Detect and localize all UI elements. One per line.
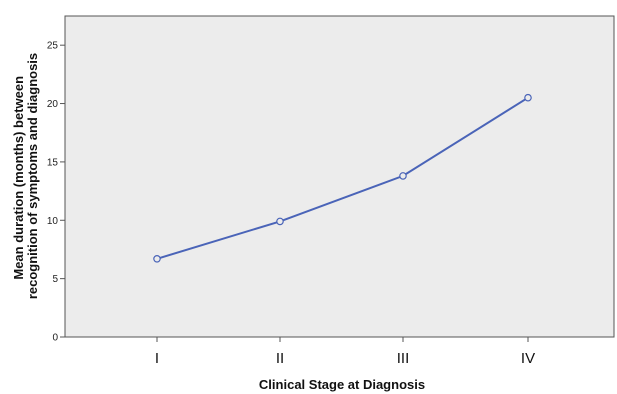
- y-axis-title: Mean duration (months) between recogniti…: [11, 53, 40, 299]
- y-tick-label: 5: [52, 274, 58, 285]
- y-axis-title-line-2: recognition of symptoms and diagnosis: [25, 53, 40, 299]
- x-tick-label: III: [397, 350, 410, 367]
- y-tick-label: 0: [52, 333, 58, 344]
- x-axis: I II III IV: [155, 337, 535, 367]
- data-point: [399, 172, 407, 180]
- y-axis-title-line-1: Mean duration (months) between: [11, 76, 26, 280]
- y-tick-label: 20: [47, 99, 59, 110]
- x-axis-title: Clinical Stage at Diagnosis: [259, 377, 425, 392]
- data-point: [524, 93, 532, 102]
- series-line: [156, 96, 529, 260]
- x-tick-label: II: [276, 350, 284, 367]
- y-tick-label: 15: [47, 157, 59, 168]
- series-layer: [153, 93, 532, 263]
- x-tick-label: IV: [521, 350, 535, 367]
- y-axis: 0 5 10 15 20 25: [47, 41, 65, 344]
- y-tick-label: 25: [47, 41, 59, 52]
- data-point: [153, 254, 161, 263]
- plot-area: [64, 15, 615, 338]
- y-tick-label: 10: [47, 216, 59, 227]
- data-point: [276, 217, 284, 226]
- x-tick-label: I: [155, 350, 159, 367]
